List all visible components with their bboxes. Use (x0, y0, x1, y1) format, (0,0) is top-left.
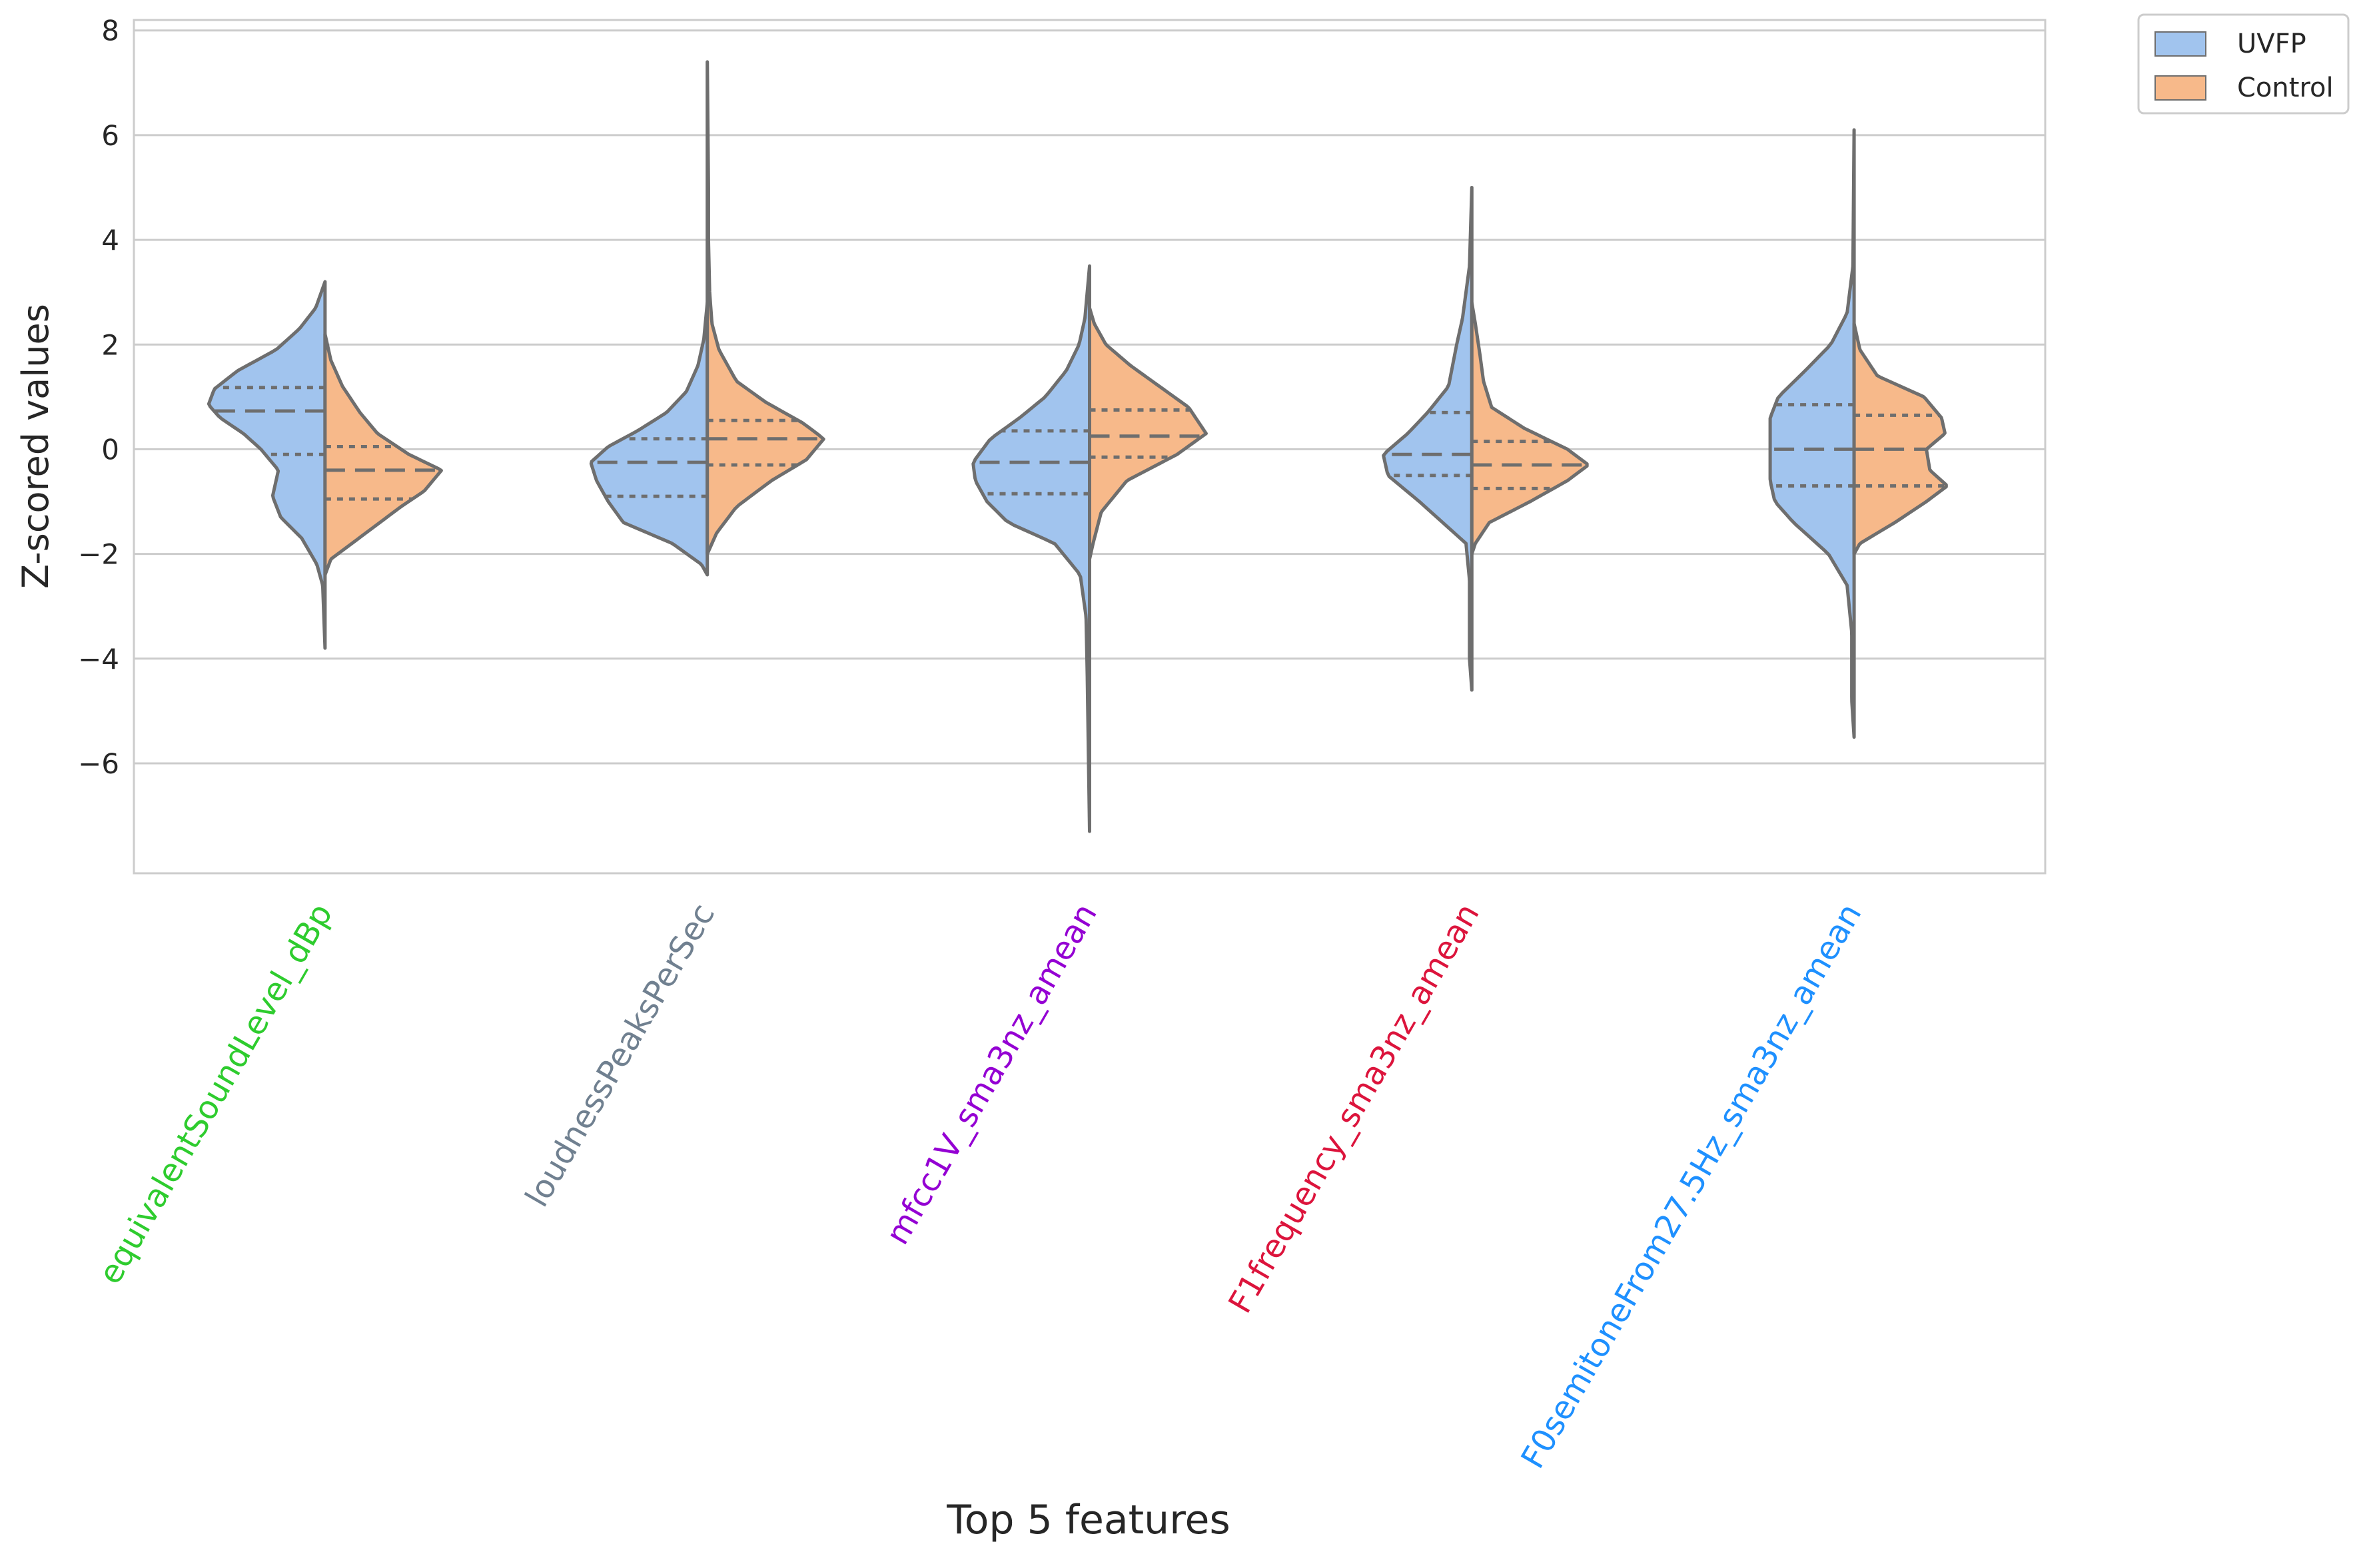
y-tick-label: 0 (101, 433, 119, 466)
violin-body (1382, 185, 1474, 692)
violin-body (323, 332, 443, 577)
violin-body (1852, 322, 1948, 556)
violin-layer (207, 60, 1948, 833)
y-tick-label: 6 (101, 119, 119, 152)
violin-body (706, 60, 825, 556)
violin-uvfp-2 (589, 300, 710, 577)
legend-swatch-control (2154, 75, 2206, 101)
violin-body (1768, 128, 1856, 739)
legend-label-control: Control (2237, 73, 2334, 103)
violin-control-1 (323, 332, 443, 577)
y-tick-labels: −6 −4 −2 0 2 4 6 8 (78, 15, 119, 780)
y-tick-label: 2 (101, 328, 119, 361)
plot-frame (133, 19, 2047, 875)
violin-body (971, 264, 1091, 833)
violin-uvfp-4 (1382, 185, 1474, 692)
violin-body (1088, 306, 1208, 561)
violin-body (1470, 300, 1589, 556)
violin-control-2 (706, 60, 825, 556)
legend-label-uvfp: UVFP (2237, 29, 2306, 59)
x-axis-label: Top 5 features (946, 1497, 1230, 1543)
y-tick-label: −2 (78, 538, 119, 571)
violin-uvfp-1 (207, 280, 327, 650)
y-tick-label: 4 (101, 224, 119, 256)
legend-swatch-uvfp (2154, 31, 2206, 57)
violin-uvfp-3 (971, 264, 1091, 833)
violin-control-4 (1470, 300, 1589, 556)
y-tick-label: −4 (78, 643, 119, 675)
y-axis-label: Z-scored values (15, 304, 57, 589)
y-tick-label: −6 (78, 747, 119, 780)
y-tick-label: 8 (101, 15, 119, 47)
violin-body (207, 280, 327, 650)
violin-control-3 (1088, 306, 1208, 561)
violin-control-5 (1852, 322, 1948, 556)
legend: UVFP Control (2137, 13, 2350, 115)
violin-uvfp-5 (1768, 128, 1856, 739)
